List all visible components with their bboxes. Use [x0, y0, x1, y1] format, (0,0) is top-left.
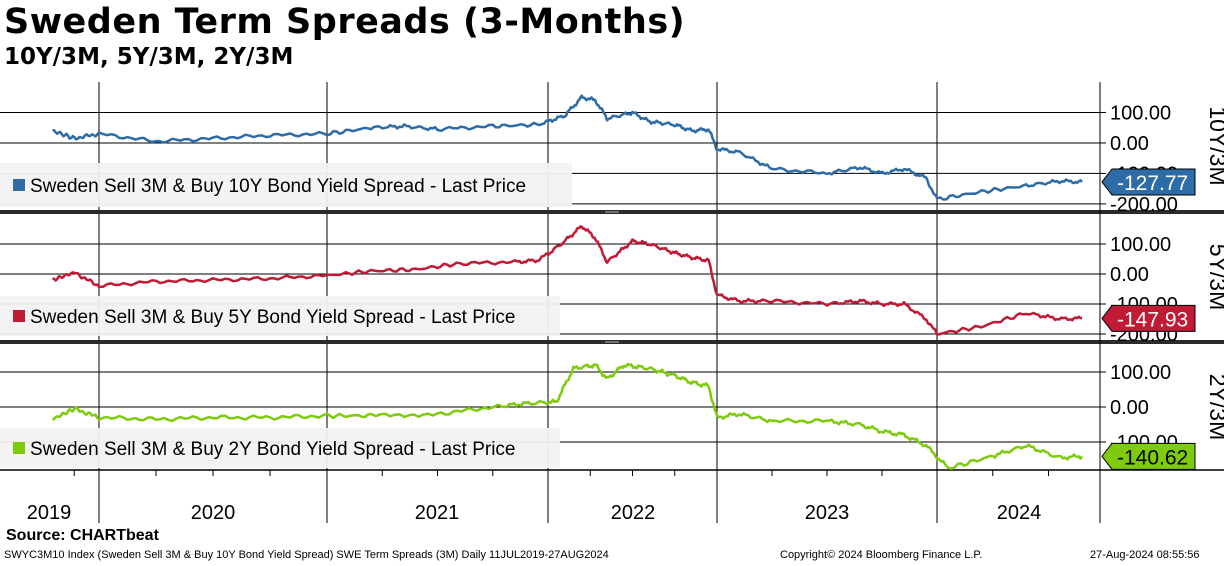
panel-name: 2Y/3M: [1205, 374, 1224, 440]
last-price-value: -127.77: [1117, 172, 1188, 195]
y-tick-label: -200.00: [1110, 194, 1178, 216]
footer-copyright: Copyright© 2024 Bloomberg Finance L.P.: [780, 549, 983, 561]
legend-swatch: [13, 179, 25, 191]
panel-name: 10Y/3M: [1205, 106, 1224, 185]
footer-timestamp: 27-Aug-2024 08:55:56: [1090, 549, 1200, 561]
series-line-2Y-3M: [52, 362, 1084, 470]
series-line-10Y-3M: [52, 94, 1083, 201]
x-tick-label: 2024: [997, 502, 1042, 524]
last-price-tag: [1101, 168, 1196, 196]
legend-box: [0, 296, 560, 336]
y-tick-label: 0.00: [1110, 264, 1149, 286]
chart-title: Sweden Term Spreads (3-Months): [4, 2, 686, 42]
legend-label: Sweden Sell 3M & Buy 2Y Bond Yield Sprea…: [30, 439, 515, 460]
source-label: Source: CHARTbeat: [6, 527, 159, 544]
last-price-value: -147.93: [1117, 308, 1188, 331]
x-tick-label: 2023: [805, 502, 850, 524]
last-price-tag: [1101, 442, 1196, 470]
x-tick-label: 2019: [27, 502, 72, 524]
x-tick-label: 2020: [191, 502, 236, 524]
y-tick-label: 0.00: [1110, 133, 1149, 155]
legend-label: Sweden Sell 3M & Buy 10Y Bond Yield Spre…: [30, 176, 526, 197]
x-tick-label: 2022: [611, 502, 656, 524]
x-tick-label: 2021: [415, 502, 460, 524]
chart-subtitle: 10Y/3M, 5Y/3M, 2Y/3M: [4, 44, 294, 70]
y-tick-label: 0.00: [1110, 397, 1149, 419]
legend-label: Sweden Sell 3M & Buy 5Y Bond Yield Sprea…: [30, 307, 515, 328]
legend-box: [0, 428, 560, 468]
series-line-5Y-3M: [51, 225, 1083, 336]
legend-box: [0, 163, 572, 207]
last-price-tag: [1101, 304, 1196, 332]
y-tick-label: 100.00: [1110, 102, 1171, 124]
panel-name: 5Y/3M: [1205, 244, 1224, 310]
last-price-value: -140.62: [1117, 446, 1188, 469]
legend-swatch: [13, 310, 25, 322]
footer-index-info: SWYC3M10 Index (Sweden Sell 3M & Buy 10Y…: [4, 549, 609, 561]
y-tick-label: 100.00: [1110, 234, 1171, 256]
y-tick-label: 100.00: [1110, 362, 1171, 384]
legend-swatch: [13, 442, 25, 454]
